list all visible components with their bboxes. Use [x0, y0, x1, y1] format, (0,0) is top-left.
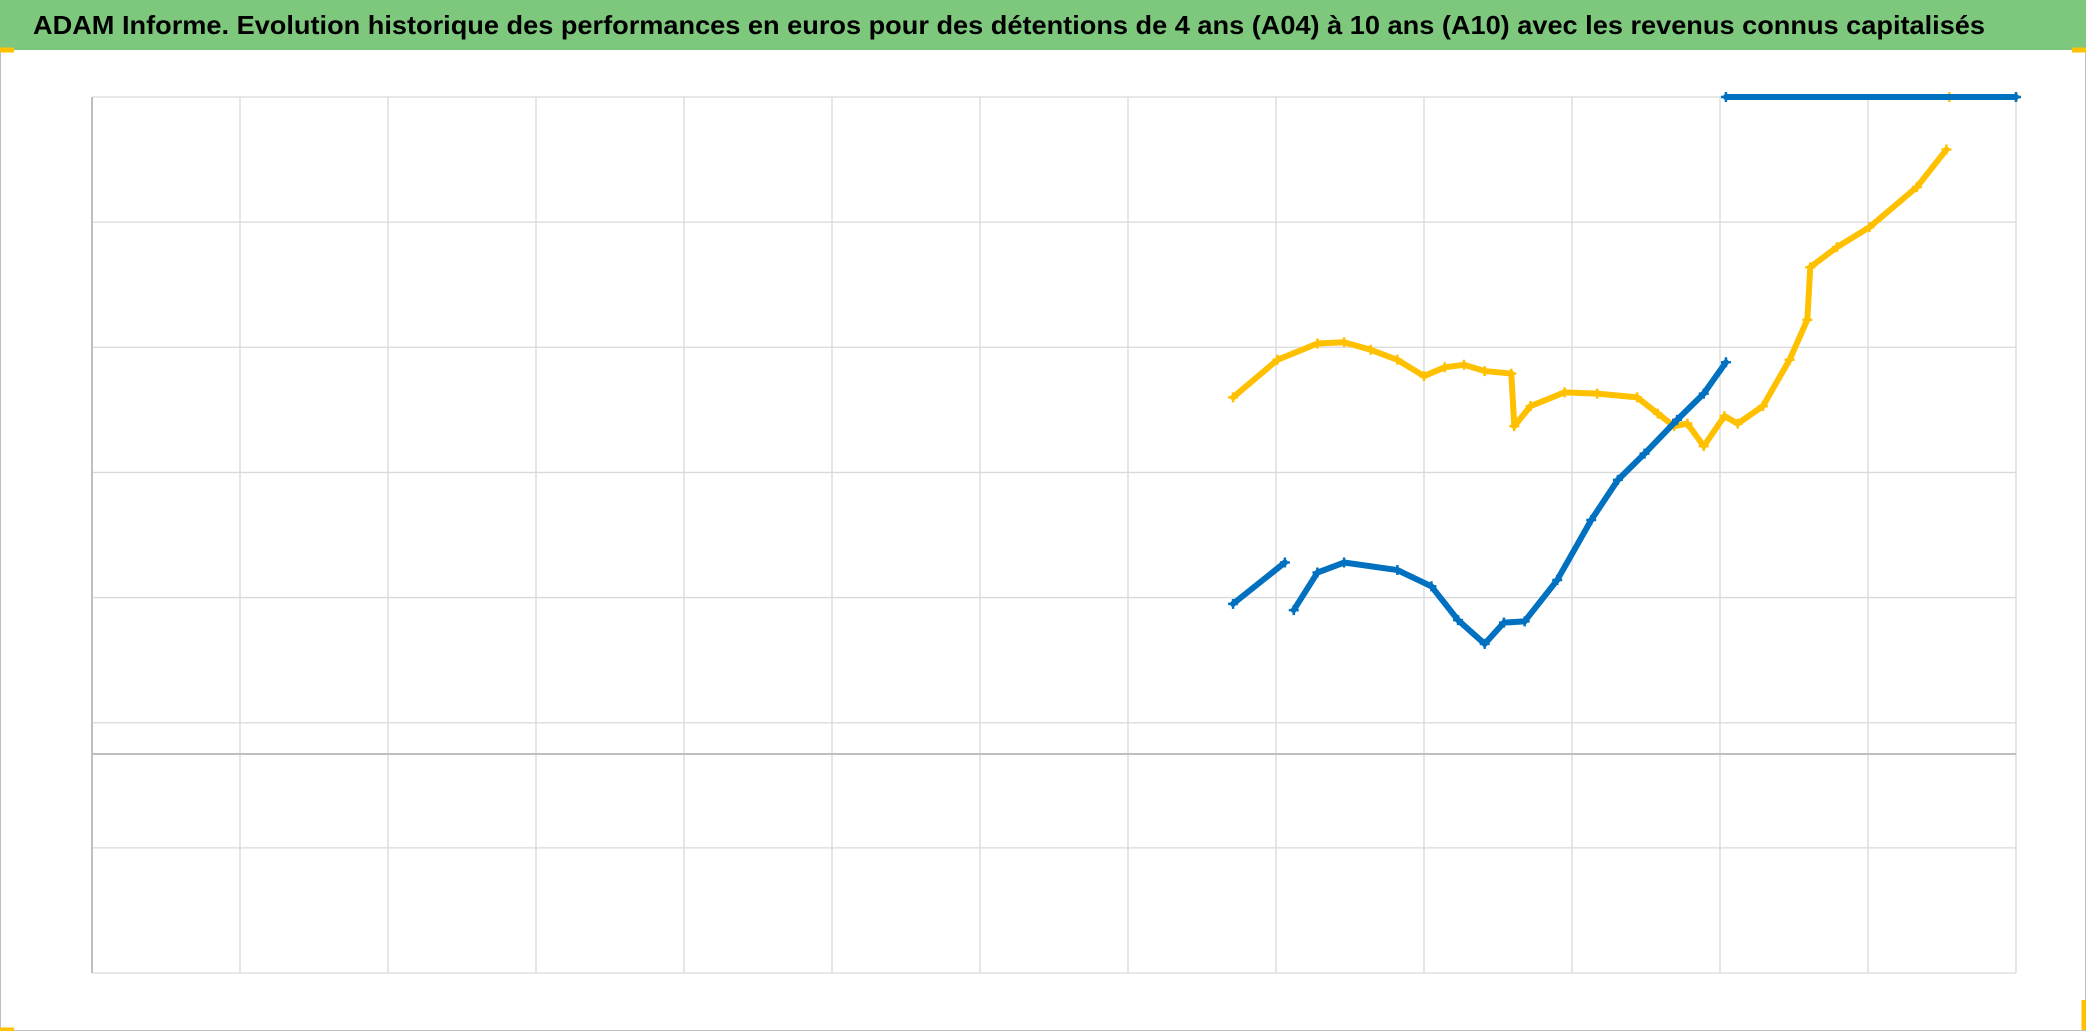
corner-marks: [0, 47, 2086, 1031]
marker: [1805, 262, 1816, 273]
marker: [1339, 337, 1350, 348]
marker: [1639, 448, 1650, 459]
marker: [1911, 182, 1922, 193]
plot-area: [91, 92, 2021, 974]
marker: [1288, 605, 1299, 616]
marker: [1698, 388, 1709, 399]
marker: [1719, 411, 1730, 422]
marker: [1365, 344, 1376, 355]
chart-title: ADAM Informe. Evolution historique des p…: [33, 10, 1985, 40]
marker: [1586, 514, 1597, 525]
marker: [1419, 371, 1429, 382]
marker: [1439, 362, 1450, 373]
marker: [1272, 354, 1283, 365]
series-line: [1230, 94, 2019, 647]
marker: [1652, 408, 1663, 419]
marker: [1453, 615, 1464, 626]
marker: [1864, 222, 1875, 233]
marker: [1632, 392, 1643, 403]
marker: [1392, 354, 1403, 365]
marker: [1682, 418, 1693, 429]
marker: [1479, 366, 1490, 377]
marker: [1228, 392, 1239, 403]
marker: [1458, 359, 1469, 370]
marker: [1498, 617, 1509, 628]
marker: [1312, 338, 1323, 349]
marker: [1612, 474, 1623, 485]
marker: [1392, 565, 1403, 576]
marker: [1506, 368, 1517, 379]
marker: [1552, 575, 1563, 586]
marker: [1720, 357, 1731, 368]
title-bar: [0, 0, 2086, 50]
marker: [1784, 354, 1795, 365]
marker: [1228, 598, 1239, 609]
marker: [2011, 92, 2021, 102]
marker: [1592, 388, 1603, 399]
marker: [1279, 557, 1290, 568]
marker: [1339, 557, 1350, 568]
marker: [1698, 441, 1709, 452]
marker: [1757, 401, 1768, 412]
marker: [1426, 581, 1437, 592]
marker: [1525, 401, 1536, 412]
marker: [1509, 421, 1520, 432]
marker: [1519, 616, 1530, 627]
marker: [1672, 414, 1683, 425]
marker: [1559, 387, 1570, 398]
marker: [1720, 92, 1731, 102]
marker: [1732, 418, 1743, 429]
marker: [1802, 314, 1813, 325]
marker: [1941, 144, 1952, 155]
marker: [1312, 567, 1323, 578]
marker: [1831, 242, 1842, 253]
marker: [1479, 638, 1490, 649]
